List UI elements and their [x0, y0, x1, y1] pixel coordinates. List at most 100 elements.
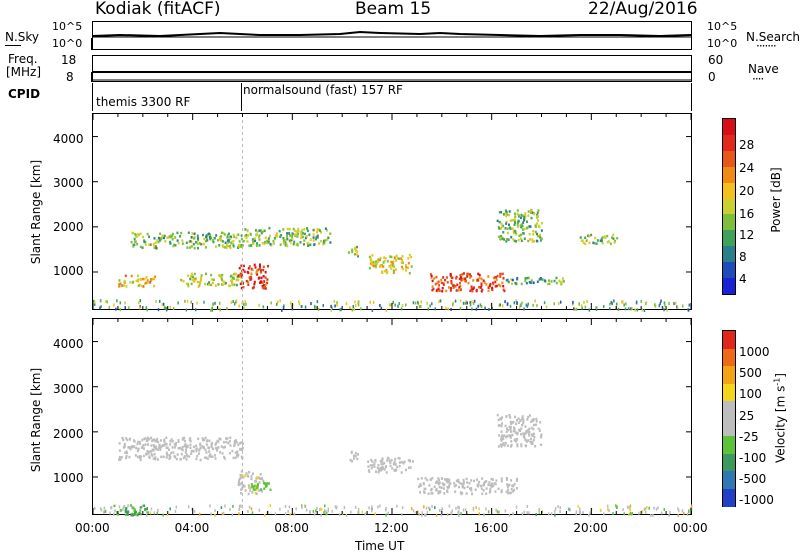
data-pixel: [224, 445, 227, 449]
data-pixel: [510, 443, 513, 447]
data-pixel: [146, 443, 149, 446]
data-pixel: [393, 462, 396, 465]
scatter-pixel: [469, 300, 471, 304]
data-pixel: [500, 445, 503, 448]
data-pixel: [313, 243, 316, 246]
data-pixel: [440, 281, 443, 284]
data-pixel: [525, 220, 528, 224]
scatter-pixel: [417, 510, 419, 514]
scatter-pixel: [139, 299, 142, 303]
data-pixel: [408, 253, 411, 257]
data-pixel: [504, 211, 507, 215]
data-pixel: [227, 441, 230, 445]
data-pixel: [301, 235, 304, 239]
data-pixel: [133, 508, 136, 511]
scatter-pixel: [233, 302, 236, 306]
data-pixel: [222, 232, 225, 235]
data-pixel: [136, 442, 139, 446]
scatter-pixel: [625, 302, 627, 306]
data-pixel: [181, 448, 184, 452]
scatter-pixel: [93, 299, 95, 303]
data-pixel: [398, 257, 401, 260]
data-pixel: [252, 241, 255, 244]
data-pixel: [245, 233, 248, 237]
data-pixel: [500, 416, 503, 419]
data-pixel: [179, 446, 182, 450]
data-pixel: [312, 236, 315, 239]
scatter-pixel: [414, 301, 417, 305]
data-pixel: [449, 482, 452, 485]
scatter-pixel: [198, 512, 201, 516]
data-pixel: [179, 458, 182, 461]
data-pixel: [218, 274, 221, 277]
data-pixel: [239, 473, 242, 477]
scatter-pixel: [238, 507, 240, 511]
data-pixel: [262, 479, 265, 482]
data-pixel: [139, 245, 142, 249]
scatter-pixel: [185, 308, 188, 312]
scatter-pixel: [103, 510, 105, 514]
scatter-pixel: [488, 307, 490, 311]
data-pixel: [282, 239, 285, 242]
data-pixel: [239, 476, 242, 479]
data-pixel: [136, 274, 139, 278]
data-pixel: [254, 266, 257, 269]
data-pixel: [510, 422, 513, 426]
scatter-pixel: [578, 302, 580, 306]
data-pixel: [167, 448, 170, 451]
scatter-pixel: [528, 511, 530, 515]
data-pixel: [177, 439, 180, 442]
data-pixel: [390, 255, 393, 259]
data-pixel: [368, 266, 371, 270]
data-pixel: [291, 235, 294, 238]
scatter-pixel: [398, 302, 400, 306]
data-pixel: [280, 234, 283, 237]
data-pixel: [507, 238, 510, 241]
data-pixel: [448, 478, 451, 482]
scatter-pixel: [615, 506, 618, 510]
data-pixel: [246, 270, 249, 274]
data-pixel: [204, 436, 207, 440]
data-pixel: [138, 440, 141, 444]
data-pixel: [210, 273, 213, 277]
data-pixel: [207, 283, 210, 286]
data-pixel: [511, 218, 514, 222]
data-pixel: [143, 437, 146, 441]
data-pixel: [603, 235, 606, 238]
data-pixel: [172, 244, 175, 248]
data-pixel: [239, 441, 242, 445]
colorbar-cell: [723, 471, 735, 489]
data-pixel: [242, 484, 245, 488]
data-pixel: [536, 211, 539, 215]
scatter-pixel: [333, 299, 336, 303]
data-pixel: [490, 483, 493, 486]
scatter-pixel: [105, 299, 107, 303]
data-pixel: [320, 231, 323, 234]
scatter-pixel: [372, 300, 375, 304]
scatter-pixel: [109, 511, 111, 515]
data-pixel: [257, 277, 260, 280]
data-pixel: [324, 227, 327, 230]
data-pixel: [530, 211, 533, 214]
data-pixel: [188, 240, 191, 244]
scatter-pixel: [603, 512, 605, 516]
data-pixel: [259, 488, 262, 491]
scatter-pixel: [440, 513, 443, 517]
data-pixel: [308, 233, 311, 237]
velocity-ytick-3000: 3000: [53, 382, 84, 396]
data-pixel: [513, 212, 516, 215]
data-pixel: [263, 487, 266, 490]
data-pixel: [297, 227, 300, 231]
scatter-pixel: [312, 509, 315, 513]
colorbar-cell: [723, 418, 735, 437]
data-pixel: [531, 240, 534, 243]
data-pixel: [479, 286, 482, 289]
data-pixel: [505, 210, 508, 214]
data-pixel: [534, 225, 537, 228]
scatter-pixel: [543, 301, 546, 305]
data-pixel: [390, 261, 393, 264]
data-pixel: [380, 462, 383, 466]
data-pixel: [532, 427, 535, 431]
data-pixel: [492, 282, 495, 286]
scatter-pixel: [466, 301, 468, 305]
